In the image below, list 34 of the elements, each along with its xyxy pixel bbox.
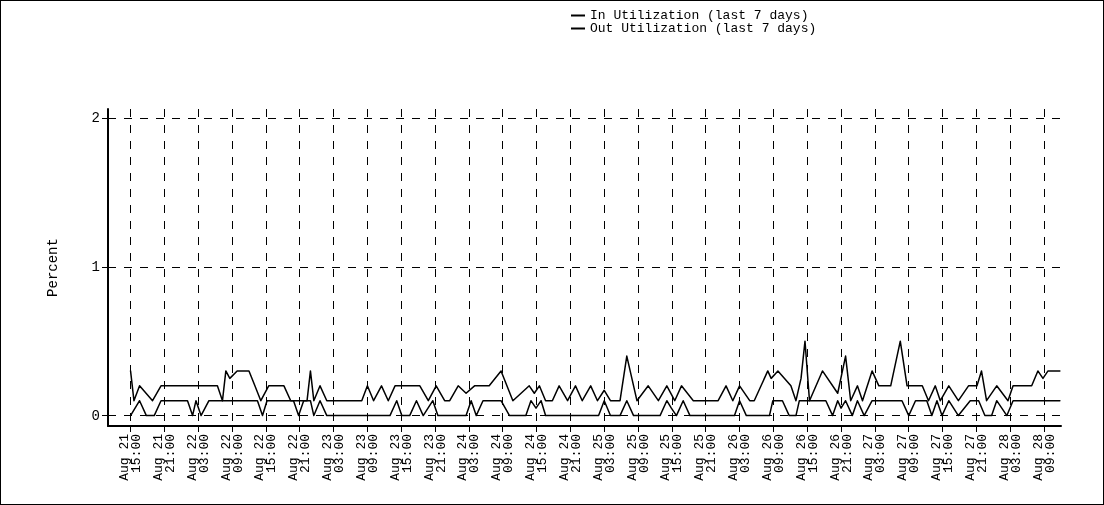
x-tick-label: Aug 26 21:00	[827, 434, 855, 481]
x-tick-label: Aug 27 09:00	[895, 434, 923, 481]
x-tick-label: Aug 24 21:00	[556, 433, 584, 481]
x-tick-label: Aug 23 03:00	[320, 434, 348, 481]
x-tick-label: Aug 21 21:00	[150, 433, 178, 481]
y-tick-label: 0	[91, 407, 100, 424]
x-tick-label: Aug 24 09:00	[489, 433, 517, 481]
y-axis-title: Percent	[45, 238, 61, 297]
x-tick-label: Aug 26 03:00	[726, 434, 754, 481]
x-tick-label: Aug 26 09:00	[759, 434, 787, 481]
x-tick-label: Aug 22 15:00	[252, 434, 280, 481]
x-tick-label: Aug 24 15:00	[523, 433, 551, 481]
legend-label: Out Utilization (last 7 days)	[590, 21, 817, 36]
x-tick-label: Aug 27 15:00	[929, 434, 957, 481]
x-tick-label: Aug 25 21:00	[692, 434, 720, 481]
x-tick-label: Aug 21 15:00	[117, 433, 145, 481]
x-tick-label: Aug 28 03:00	[996, 434, 1024, 481]
x-tick-label: Aug 25 03:00	[590, 434, 618, 481]
x-tick-label: Aug 22 09:00	[218, 434, 246, 481]
x-tick-label: Aug 26 15:00	[793, 434, 821, 481]
x-tick-label: Aug 23 15:00	[387, 434, 415, 481]
x-tick-label: Aug 23 21:00	[421, 434, 449, 481]
x-tick-label: Aug 24 03:00	[455, 433, 483, 481]
x-tick-label: Aug 25 15:00	[658, 434, 686, 481]
x-tick-label: Aug 27 21:00	[962, 434, 990, 481]
x-tick-label: Aug 22 03:00	[184, 434, 212, 481]
x-tick-label: Aug 22 21:00	[286, 434, 314, 481]
x-tick-label: Aug 28 09:00	[1030, 434, 1058, 481]
x-tick-label: Aug 25 09:00	[624, 434, 652, 481]
y-tick-label: 1	[91, 258, 100, 275]
legend-label: In Utilization (last 7 days)	[590, 8, 809, 23]
x-tick-label: Aug 27 03:00	[861, 434, 889, 481]
x-tick-label: Aug 23 09:00	[353, 434, 381, 481]
y-tick-label: 2	[91, 109, 100, 126]
